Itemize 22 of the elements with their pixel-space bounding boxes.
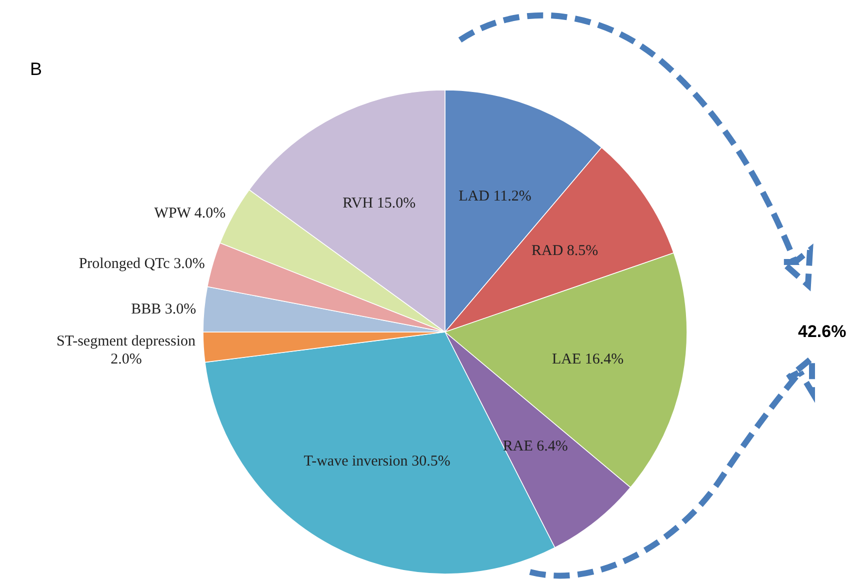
data-label: 30.5% — [412, 453, 450, 470]
slice-label: RAE — [502, 438, 533, 455]
slice-label: LAD — [458, 188, 490, 205]
data-label: 3.0% — [164, 302, 196, 318]
data-label: 8.5% — [566, 243, 598, 260]
data-label: 15.0% — [376, 196, 416, 212]
slice-label: WPW — [154, 206, 191, 222]
slice-label: LAE — [552, 351, 582, 368]
text: B — [30, 59, 42, 79]
data-label: 4.0% — [194, 206, 226, 222]
slice-label: Prolonged QTc — [78, 256, 170, 272]
slice-label: RAD — [532, 243, 564, 260]
data-label: 16.4% — [584, 351, 624, 368]
slice-label: T-wave inversion — [304, 453, 408, 470]
slice-label: BBB — [131, 302, 162, 318]
data-label: 6.4% — [536, 438, 568, 455]
data-label: 2.0% — [110, 352, 142, 368]
text: 42.6% — [798, 322, 846, 341]
slice-label: ST-segment depression — [56, 334, 196, 350]
slice-label: RVH — [342, 196, 374, 212]
data-label: 11.2% — [493, 188, 532, 205]
data-label: 3.0% — [174, 256, 205, 272]
